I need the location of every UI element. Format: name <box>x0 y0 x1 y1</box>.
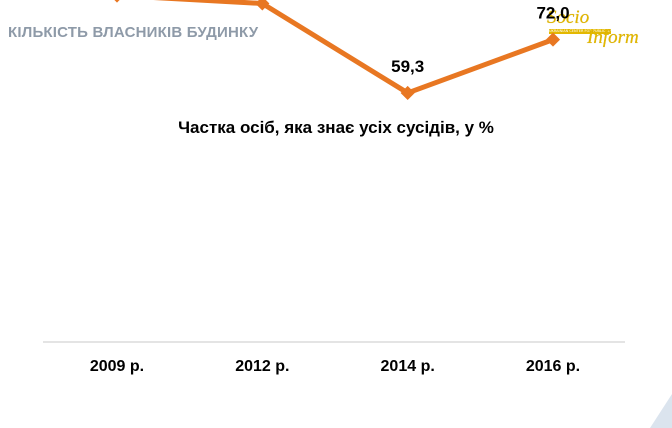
x-tick-label: 2012 р. <box>235 358 289 375</box>
page-header-title: КІЛЬКІСТЬ ВЛАСНИКІВ БУДИНКУ <box>8 24 259 41</box>
data-point-marker <box>545 32 561 47</box>
data-label: 59,3 <box>391 57 424 76</box>
x-tick-label: 2016 р. <box>526 358 580 375</box>
data-label: 72,0 <box>536 4 569 23</box>
chart-title: Частка осіб, яка знає усіх сусідів, у % <box>178 118 494 137</box>
data-point-marker <box>255 0 270 11</box>
series-line <box>153 0 556 96</box>
x-tick-label: 2009 р. <box>90 358 144 375</box>
logo-tagline: UKRAINIAN CENTER FOR PUBLIC OPINION RESE… <box>549 29 611 34</box>
data-point-marker <box>400 85 415 101</box>
x-tick-label: 2014 р. <box>381 358 435 375</box>
logo-word-inform: Inform <box>587 27 639 48</box>
socio-inform-logo: Socio UKRAINIAN CENTER FOR PUBLIC OPINIO… <box>545 7 639 48</box>
logo-word-socio: Socio <box>547 7 590 28</box>
data-point-marker <box>109 0 125 3</box>
